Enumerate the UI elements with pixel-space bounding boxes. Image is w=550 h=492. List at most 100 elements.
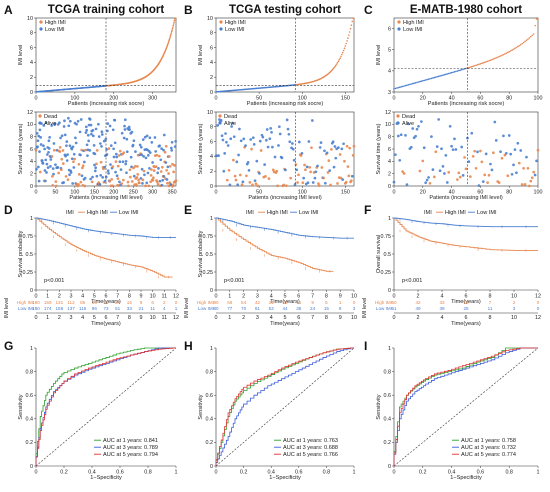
alive-point	[99, 173, 103, 177]
alive-point	[448, 124, 452, 128]
risk-point	[417, 81, 420, 83]
alive-point	[49, 165, 52, 168]
alive-point	[220, 134, 224, 138]
dead-point	[163, 150, 167, 154]
y-tick-label: 1	[210, 216, 213, 222]
legend-label-dead: Dead	[402, 114, 415, 120]
risk-table-count: 9	[311, 300, 314, 305]
alive-point	[409, 145, 413, 149]
risk-point	[535, 18, 538, 20]
alive-point	[104, 137, 108, 141]
x-tick-label: 0	[215, 294, 218, 300]
risk-table-ylabel: IMI level	[4, 298, 10, 319]
alive-point	[45, 162, 49, 166]
dead-point	[492, 151, 495, 155]
risk-point	[170, 32, 173, 34]
alive-point	[70, 147, 74, 151]
dead-point	[528, 184, 531, 188]
alive-point	[160, 147, 163, 150]
y-tick-label: 8	[30, 134, 33, 140]
legend-marker-alive	[38, 121, 42, 125]
alive-point	[437, 118, 440, 121]
dead-point	[152, 169, 156, 173]
y-tick-label: 0.6	[206, 393, 214, 399]
alive-point	[35, 167, 38, 171]
km-curve	[394, 217, 538, 251]
risk-table-count: 137	[67, 306, 75, 311]
y-tick-label: 12	[27, 110, 33, 116]
risk-table-count: 77	[227, 306, 233, 311]
risk-point	[532, 33, 535, 35]
alive-point	[216, 124, 220, 127]
alive-point	[125, 150, 129, 154]
x-tick-label: 10	[351, 294, 357, 300]
risk-point	[409, 83, 411, 86]
risk-table-tick: 6	[465, 315, 468, 321]
dead-point	[168, 164, 172, 168]
dead-point	[129, 175, 132, 179]
alive-point	[51, 167, 55, 170]
x-tick-label: 5	[93, 294, 96, 300]
alive-point	[258, 172, 261, 175]
alive-point	[113, 118, 117, 122]
risk-table-group: Low IMI	[18, 306, 34, 311]
dead-point	[81, 166, 84, 170]
alive-point	[341, 178, 345, 181]
alive-point	[333, 145, 337, 148]
risk-point	[437, 75, 440, 78]
risk-table-count: 8	[339, 306, 342, 311]
y-tick-label: 8	[388, 134, 391, 140]
alive-point	[89, 123, 93, 127]
alive-point	[71, 145, 75, 149]
alive-point	[310, 119, 314, 122]
dead-point	[232, 158, 235, 162]
alive-point	[80, 174, 84, 178]
dead-point	[141, 178, 145, 182]
risk-table-count: 80	[213, 300, 219, 305]
alive-point	[443, 172, 446, 175]
dead-point	[72, 160, 75, 164]
alive-point	[318, 146, 322, 149]
dead-point	[401, 170, 404, 173]
alive-point	[100, 130, 104, 134]
alive-point	[84, 125, 88, 129]
risk-point	[353, 17, 355, 20]
y-tick-label: 0	[210, 288, 213, 294]
y-tick-label: 0	[30, 464, 33, 470]
plot-frame	[393, 111, 539, 187]
alive-point	[129, 155, 133, 159]
alive-point	[52, 172, 55, 176]
alive-point	[118, 180, 121, 184]
y-tick-label: 0.2	[206, 440, 214, 446]
dead-point	[517, 161, 521, 165]
risk-table-count: 31	[269, 300, 275, 305]
alive-point	[398, 158, 402, 162]
y-axis-label: Survival time (years)	[18, 123, 24, 174]
risk-table-tick: 7	[311, 315, 314, 321]
alive-point	[109, 163, 112, 166]
x-tick-label: 0	[215, 470, 218, 476]
alive-point	[535, 159, 538, 163]
alive-point	[95, 174, 99, 178]
risk-point	[426, 78, 428, 81]
risk-table-tick: 5	[284, 315, 287, 321]
dead-point	[322, 176, 325, 180]
alive-point	[510, 172, 514, 176]
y-tick-label: 0.8	[26, 369, 34, 375]
alive-point	[219, 118, 223, 122]
risk-point	[440, 74, 443, 77]
risk-point	[341, 53, 343, 56]
risk-table-tick: 9	[140, 315, 143, 321]
dead-point	[116, 164, 120, 168]
dead-point	[456, 178, 459, 181]
dead-point	[308, 166, 312, 169]
alive-point	[65, 144, 68, 148]
y-tick-label: 0	[30, 90, 33, 96]
x-tick-label: 4	[441, 294, 444, 300]
panel-letter: H	[184, 339, 193, 353]
risk-table-count: 3	[353, 306, 356, 311]
risk-table-tick: 10	[511, 315, 517, 321]
x-axis-label: 1−Specificity	[450, 475, 482, 481]
y-tick-label: 1	[30, 216, 33, 222]
alive-point	[328, 169, 332, 172]
